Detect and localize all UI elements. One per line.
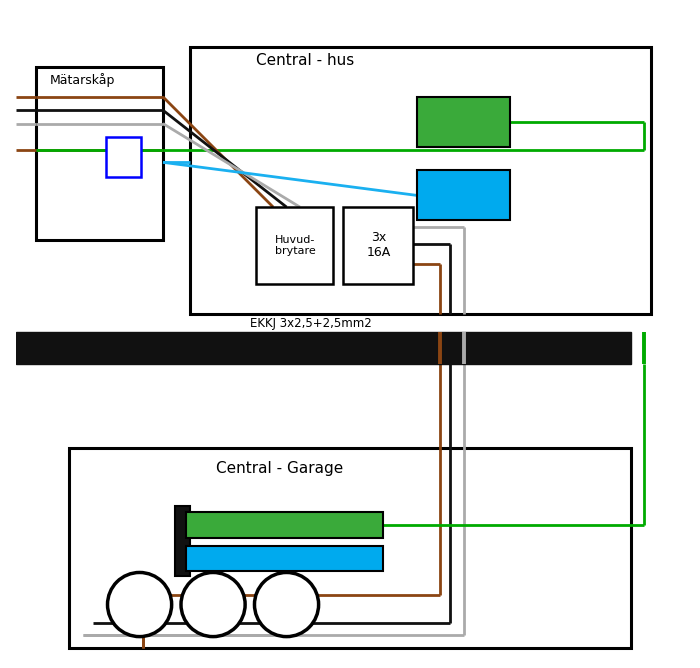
Bar [106,137,141,177]
Bar [175,506,190,576]
Bar [186,546,384,571]
Text: Central - hus: Central - hus [256,53,355,68]
Circle shape [255,572,318,637]
Bar [190,47,650,314]
Bar [343,207,414,284]
Circle shape [108,572,172,637]
Bar [16,332,631,364]
Text: Mätarskåp: Mätarskåp [50,73,115,88]
Bar [69,448,631,648]
Text: Huvud-
brytare: Huvud- brytare [274,234,315,257]
Text: 3x
16A: 3x 16A [366,232,391,259]
Bar [186,512,384,538]
Text: EKKJ 3x2,5+2,5mm2: EKKJ 3x2,5+2,5mm2 [250,317,372,330]
Bar [416,170,510,220]
Text: Central - Garage: Central - Garage [216,461,344,476]
Circle shape [181,572,245,637]
Bar [416,97,510,147]
Bar [256,207,333,284]
Bar [36,67,163,240]
